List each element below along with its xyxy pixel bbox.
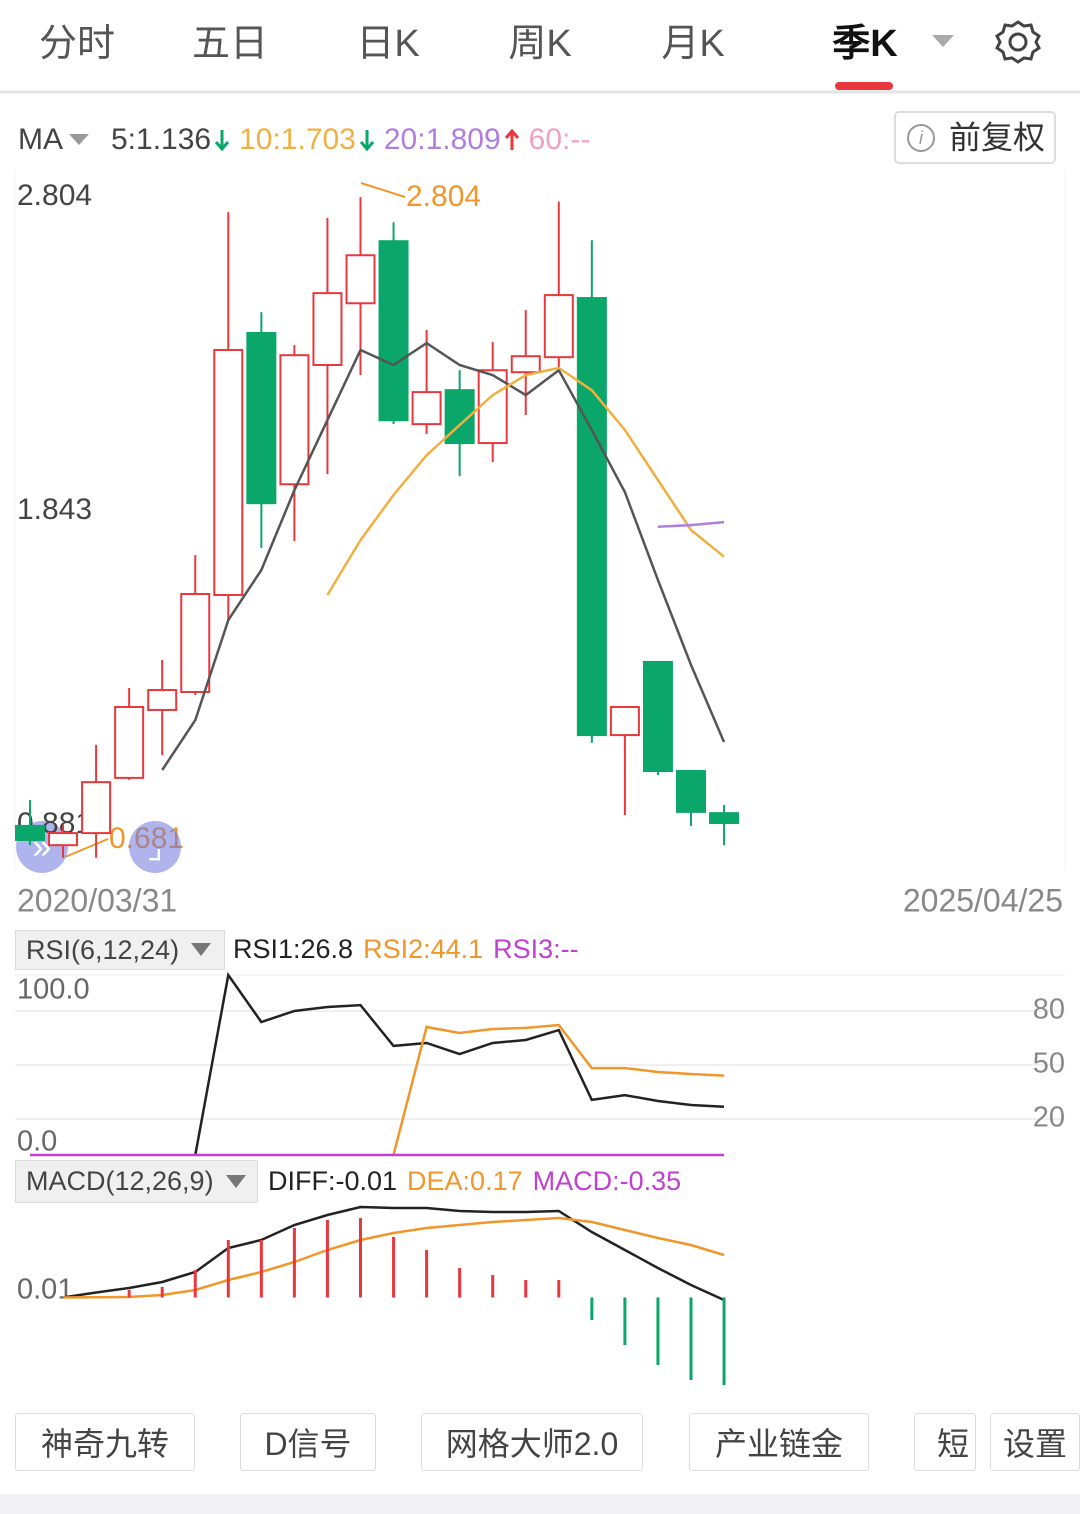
candle-body bbox=[510, 355, 541, 374]
dropdown-icon[interactable] bbox=[932, 35, 954, 47]
legend-entry: RSI3:-- bbox=[493, 934, 579, 964]
dropdown-icon bbox=[191, 943, 212, 956]
toolbar-button[interactable]: 神奇九转 bbox=[15, 1413, 195, 1471]
ma-legend: MA 5:1.136 10:1.703 20:1.809 60:-- bbox=[18, 120, 594, 160]
legend-entry: DEA:0.17 bbox=[407, 1166, 523, 1196]
y2-tick-label: 20 bbox=[1033, 1102, 1065, 1134]
dropdown-icon bbox=[225, 1174, 246, 1188]
indicator-title: MACD(12,26,9) bbox=[26, 1166, 214, 1196]
legend-entry: RSI2:44.1 bbox=[363, 934, 484, 964]
candle-body bbox=[543, 294, 574, 359]
toolbar-button[interactable]: 设置 bbox=[990, 1413, 1080, 1471]
ma-label[interactable]: MA bbox=[18, 123, 63, 156]
y2-tick-label: 50 bbox=[1033, 1048, 1065, 1080]
tab[interactable]: 月K bbox=[661, 23, 725, 65]
indicator-selector[interactable]: MACD(12,26,9) bbox=[15, 1160, 258, 1203]
candle-body bbox=[411, 391, 442, 426]
series-line bbox=[326, 366, 725, 596]
candle-body bbox=[246, 331, 277, 505]
series-line bbox=[62, 1216, 725, 1299]
down-arrow bbox=[359, 130, 374, 152]
legend-entry: 60:-- bbox=[528, 123, 591, 156]
y-tick-label: 2.804 bbox=[17, 179, 92, 212]
y-tick-label: 0.0 bbox=[17, 1126, 57, 1158]
series-line bbox=[194, 971, 725, 1156]
candle-body bbox=[709, 812, 740, 824]
candle-body bbox=[345, 254, 376, 305]
indicator-title: RSI(6,12,24) bbox=[26, 934, 180, 965]
candle-body bbox=[81, 781, 112, 835]
info-glyph: i bbox=[919, 128, 924, 148]
legend-entry: 10:1.703 bbox=[239, 123, 356, 156]
info-icon bbox=[907, 124, 935, 152]
annotation: 2.804 bbox=[406, 180, 481, 213]
candle-body bbox=[114, 706, 145, 779]
candle-body bbox=[576, 297, 607, 737]
series-line bbox=[161, 341, 726, 771]
x-tick-label: 2020/03/31 bbox=[17, 882, 177, 918]
floating-button[interactable] bbox=[129, 821, 181, 873]
legend-entry: RSI1:26.8 bbox=[233, 934, 354, 964]
indicator-selector[interactable]: RSI(6,12,24) bbox=[15, 930, 225, 970]
candle-body bbox=[676, 770, 706, 813]
legend-entry: 20:1.809 bbox=[383, 123, 501, 156]
legend-entry: DIFF:-0.01 bbox=[268, 1166, 398, 1196]
y2-tick-label: 80 bbox=[1033, 994, 1065, 1026]
candle-body bbox=[213, 348, 244, 596]
legend-entry: MACD:-0.35 bbox=[532, 1166, 682, 1196]
rsi-legend: RSI1:26.8 RSI2:44.1 RSI3:-- bbox=[233, 934, 589, 965]
toolbar-button[interactable]: D信号 bbox=[240, 1413, 376, 1471]
candle-body bbox=[180, 592, 211, 693]
annotation-leader bbox=[360, 182, 406, 198]
candle-body bbox=[147, 689, 178, 711]
series-line bbox=[62, 1205, 725, 1302]
tab[interactable]: 周K bbox=[508, 23, 572, 65]
series-line bbox=[657, 520, 725, 528]
macd-legend: DIFF:-0.01 DEA:0.17 MACD:-0.35 bbox=[268, 1166, 691, 1197]
y-tick-label: 100.0 bbox=[17, 974, 90, 1006]
tab[interactable]: 日K bbox=[356, 23, 420, 65]
y-tick-label: 1.843 bbox=[17, 493, 92, 526]
candle-body bbox=[15, 824, 45, 841]
annotation-leader bbox=[64, 838, 109, 858]
tab[interactable]: 分时 bbox=[38, 23, 115, 65]
legend-entry: 5:1.136 bbox=[111, 123, 212, 156]
x-tick-label: 2025/04/25 bbox=[903, 882, 1063, 918]
tab[interactable]: 五日 bbox=[191, 23, 268, 65]
down-arrow bbox=[215, 130, 230, 152]
toolbar-button[interactable]: 网格大师2.0 bbox=[421, 1413, 643, 1471]
candle-body bbox=[312, 292, 343, 367]
candle-body bbox=[609, 706, 640, 737]
active-tab-indicator bbox=[835, 82, 893, 90]
up-arrow bbox=[504, 128, 519, 150]
toolbar-button[interactable]: 产业链金 bbox=[689, 1413, 869, 1471]
floating-icon: ⌟ bbox=[147, 828, 163, 866]
tab[interactable]: 季K bbox=[832, 23, 898, 65]
settings-icon[interactable] bbox=[995, 20, 1041, 64]
candle-body bbox=[378, 240, 409, 422]
toolbar-button[interactable]: 短 bbox=[914, 1413, 976, 1471]
candle-body bbox=[642, 660, 673, 773]
price-adjust-label[interactable]: 前复权 bbox=[949, 119, 1045, 155]
y-tick-label: 0.01 bbox=[17, 1274, 73, 1306]
series-line bbox=[392, 1023, 725, 1156]
dropdown-icon[interactable] bbox=[67, 130, 91, 150]
candle-body bbox=[48, 832, 79, 847]
price-adjust-button[interactable] bbox=[894, 111, 1056, 164]
candle-body bbox=[279, 354, 310, 486]
bottom-strip bbox=[0, 1494, 1080, 1514]
